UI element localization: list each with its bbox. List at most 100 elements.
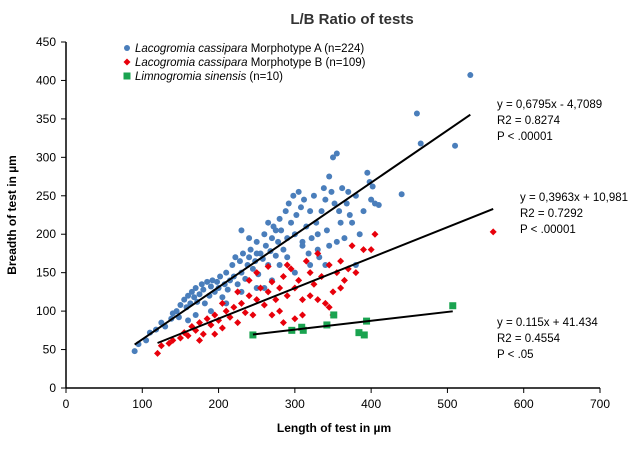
morphotype-b-point xyxy=(196,336,203,344)
morphotype-a-point xyxy=(293,212,300,218)
morphotype-b-point xyxy=(306,269,314,277)
morphotype-a-point xyxy=(360,208,367,215)
morphotype-b-point xyxy=(352,269,360,277)
x-tick-label: 600 xyxy=(514,397,534,411)
chart-title: L/B Ratio of tests xyxy=(290,11,413,28)
morphotype-a-point xyxy=(238,288,245,295)
morphotype-a-point xyxy=(204,278,211,285)
morphotype-a-point xyxy=(345,188,352,195)
morphotype-b-point xyxy=(291,315,299,323)
morphotype-b-point xyxy=(279,273,287,281)
morphotype-a-point xyxy=(285,200,292,207)
morphotype-a-point xyxy=(207,308,214,315)
morphotype-b-point xyxy=(306,292,314,300)
y-tick-label: 450 xyxy=(36,35,56,49)
morphotype-a-point xyxy=(229,261,236,268)
morphotype-a-point xyxy=(272,252,279,259)
morphotype-a-point xyxy=(375,202,382,209)
morphotype-b-point xyxy=(371,230,379,238)
morphotype-b-point xyxy=(287,265,295,273)
morphotype-a-point xyxy=(356,231,363,238)
legend-marker-0 xyxy=(124,45,130,51)
morphotype-a-point xyxy=(330,154,336,161)
morphotype-a-point xyxy=(265,219,272,226)
morphotype-a-point xyxy=(320,185,327,192)
axes: 0 100 200 300 400 500 600 700 0 50 100 150 200 250 300… xyxy=(36,35,610,411)
morphotype-a-point xyxy=(246,235,253,242)
morphotype-a-point xyxy=(198,281,205,288)
morphotype-a-point xyxy=(238,227,245,234)
x-tick-label: 100 xyxy=(132,397,152,411)
morphotype-a-point xyxy=(333,150,340,157)
morphotype-a-point xyxy=(307,261,314,268)
morphotype-a-point xyxy=(249,265,256,272)
morphotype-a-point xyxy=(214,278,221,285)
morphotype-a-point xyxy=(398,191,405,198)
morphotype-a-point xyxy=(339,185,346,192)
morphotype-b-point xyxy=(241,309,249,317)
x-tick-label: 200 xyxy=(209,397,229,411)
morphotype-a-point xyxy=(207,283,214,290)
limnogromia-point xyxy=(355,329,363,337)
morphotype-a-point xyxy=(326,242,333,249)
morphotype-a-point xyxy=(191,294,198,301)
y-tick-label: 100 xyxy=(36,304,56,318)
morphotype-a-point xyxy=(295,188,302,195)
morphotype-a-point xyxy=(268,235,275,242)
morphotype-a-point xyxy=(308,235,315,242)
y-tick-label: 200 xyxy=(36,227,56,241)
morphotype-a-point xyxy=(322,196,329,203)
morphotype-a-point xyxy=(299,242,306,249)
morphotype-b-point xyxy=(489,228,497,236)
morphotype-b-point xyxy=(276,307,284,315)
morphotype-a-point xyxy=(301,196,308,203)
legend-label-2: Limnogromia sinensis (n=10) xyxy=(135,71,283,83)
legend: Lacogromia cassipara Morphotype A (n=224… xyxy=(123,43,366,83)
equation-line: y = 0,3963x + 10,981 xyxy=(520,192,628,204)
morphotype-b-point xyxy=(249,311,257,319)
morphotype-b-point xyxy=(272,296,280,304)
morphotype-b-point xyxy=(253,269,261,277)
morphotype-b-point xyxy=(276,284,284,292)
equation-line: R2 = 0.7292 xyxy=(520,208,583,220)
morphotype-a-point xyxy=(272,227,279,234)
morphotype-b-point xyxy=(154,349,162,357)
morphotype-a-point xyxy=(246,254,253,261)
limnogromia-point xyxy=(299,326,307,334)
morphotype-b-point xyxy=(348,242,356,250)
morphotype-a-point xyxy=(224,286,231,293)
morphotype-a-point xyxy=(323,227,330,234)
x-tick-label: 300 xyxy=(285,397,305,411)
equation-line: P < .05 xyxy=(497,349,534,361)
morphotype-a-point xyxy=(234,281,241,288)
y-tick-label: 250 xyxy=(36,189,56,203)
morphotype-a-point xyxy=(131,348,138,355)
morphotype-b-point xyxy=(268,278,276,286)
morphotype-a-point xyxy=(305,250,312,257)
morphotype-a-point xyxy=(247,246,254,253)
legend-marker-2 xyxy=(123,72,131,80)
equation-line: y = 0,6795x - 4,7089 xyxy=(497,99,602,111)
morphotype-b-point xyxy=(245,292,253,300)
x-tick-label: 700 xyxy=(590,397,610,411)
morphotype-b-point xyxy=(257,284,265,292)
morphotype-a-point xyxy=(282,208,289,215)
y-tick-label: 0 xyxy=(49,381,56,395)
morphotype-a-point xyxy=(331,200,338,207)
morphotype-a-point xyxy=(261,285,268,292)
morphotype-a-point xyxy=(217,273,224,280)
morphotype-b-point xyxy=(211,311,219,319)
morphotype-b-point xyxy=(199,330,207,338)
morphotype-a-point xyxy=(185,292,192,299)
x-tick-label: 0 xyxy=(63,397,70,411)
limnogromia-point xyxy=(330,311,338,319)
morphotype-a-point xyxy=(196,291,203,298)
data-marks xyxy=(131,72,497,357)
morphotype-a-point xyxy=(333,238,340,245)
y-tick-label: 400 xyxy=(36,73,56,87)
morphotype-a-point xyxy=(278,227,285,234)
morphotype-a-point xyxy=(326,173,333,180)
morphotype-a-point xyxy=(261,231,268,238)
morphotype-a-point xyxy=(336,208,343,215)
